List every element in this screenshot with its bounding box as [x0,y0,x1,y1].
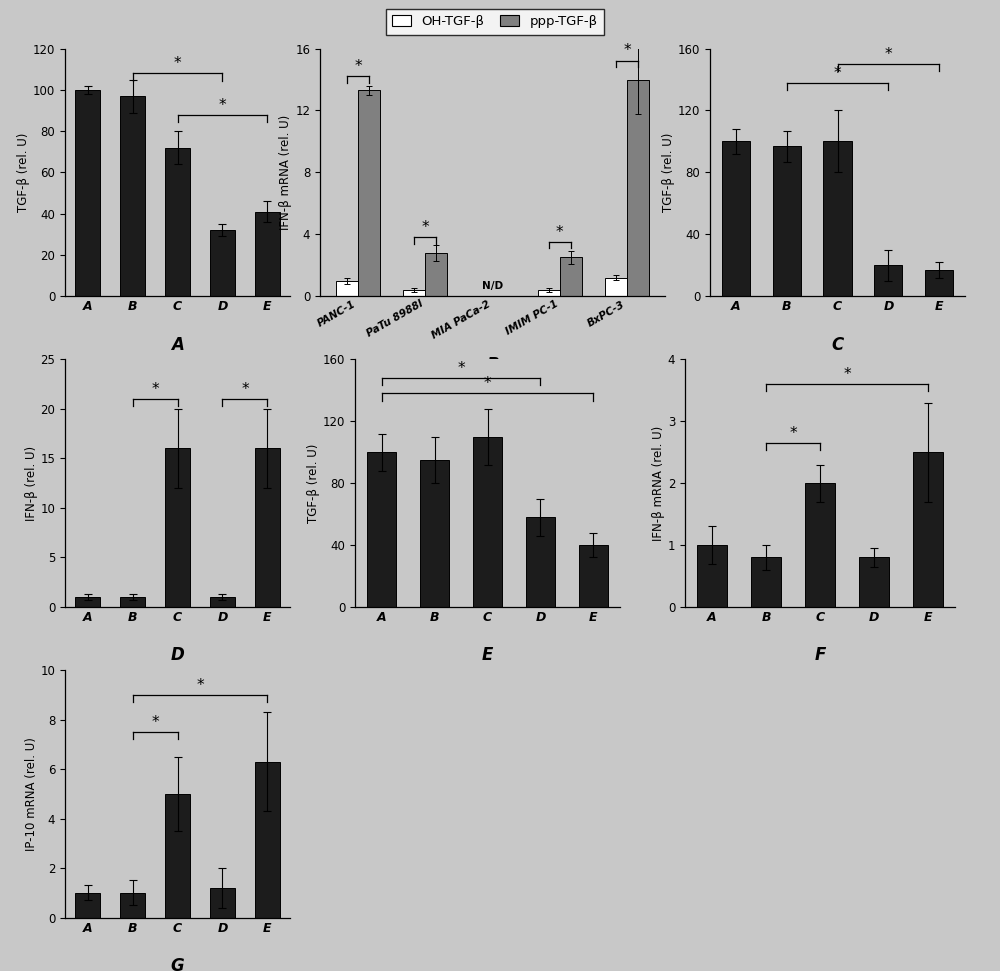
Bar [425,252,447,296]
Text: *: * [219,98,226,113]
Text: N/D: N/D [482,281,503,290]
Bar [75,597,100,607]
Text: *: * [843,367,851,382]
Y-axis label: IP-10 mRNA (rel. U): IP-10 mRNA (rel. U) [25,737,38,851]
Bar [420,460,449,607]
Y-axis label: IFN-β mRNA (rel. U): IFN-β mRNA (rel. U) [652,425,665,541]
Bar [605,278,627,296]
Bar [120,96,145,296]
Text: *: * [457,361,465,376]
Y-axis label: TGF-β (rel. U): TGF-β (rel. U) [662,133,675,212]
Bar [210,887,235,918]
Bar [751,557,781,607]
Y-axis label: IFN-β (rel. U): IFN-β (rel. U) [25,446,38,520]
Bar [210,597,235,607]
Text: F: F [814,647,826,664]
Y-axis label: TGF-β (rel. U): TGF-β (rel. U) [307,444,320,522]
Text: *: * [834,66,841,81]
Bar [75,90,100,296]
Bar [367,452,396,607]
Bar [627,80,649,296]
Bar [165,794,190,918]
Bar [773,146,801,296]
Text: *: * [885,47,892,62]
Bar [255,761,280,918]
Text: *: * [623,44,631,58]
Bar [823,142,852,296]
Text: *: * [484,377,491,391]
Text: *: * [421,219,429,235]
Bar [697,545,727,607]
Text: *: * [354,59,362,74]
Bar [722,142,750,296]
Bar [255,449,280,607]
Bar [120,597,145,607]
Text: *: * [196,678,204,692]
Bar [526,518,555,607]
Bar [473,437,502,607]
Text: *: * [151,382,159,397]
Bar [165,148,190,296]
Bar [874,265,902,296]
Text: E: E [482,647,493,664]
Bar [210,230,235,296]
Text: *: * [556,224,564,240]
Text: D: D [171,647,184,664]
Text: *: * [174,56,181,71]
Bar [859,557,889,607]
Bar [560,257,582,296]
Y-axis label: IFN-β mRNA (rel. U): IFN-β mRNA (rel. U) [280,115,292,230]
Y-axis label: TGF-β (rel. U): TGF-β (rel. U) [17,133,30,212]
Text: *: * [241,382,249,397]
Bar [925,270,953,296]
Bar [75,893,100,918]
Bar [805,483,835,607]
Bar [403,290,425,296]
Bar [120,893,145,918]
Text: A: A [171,336,184,353]
Text: G: G [171,957,184,971]
Text: *: * [151,715,159,730]
Bar [579,545,608,607]
Bar [165,449,190,607]
Bar [336,281,358,296]
Text: C: C [831,336,844,353]
Bar [358,90,380,296]
Bar [538,290,560,296]
Text: B: B [486,355,499,374]
Legend: OH-TGF-β, ppp-TGF-β: OH-TGF-β, ppp-TGF-β [386,9,604,35]
Bar [255,212,280,296]
Text: *: * [789,426,797,441]
Bar [913,452,943,607]
